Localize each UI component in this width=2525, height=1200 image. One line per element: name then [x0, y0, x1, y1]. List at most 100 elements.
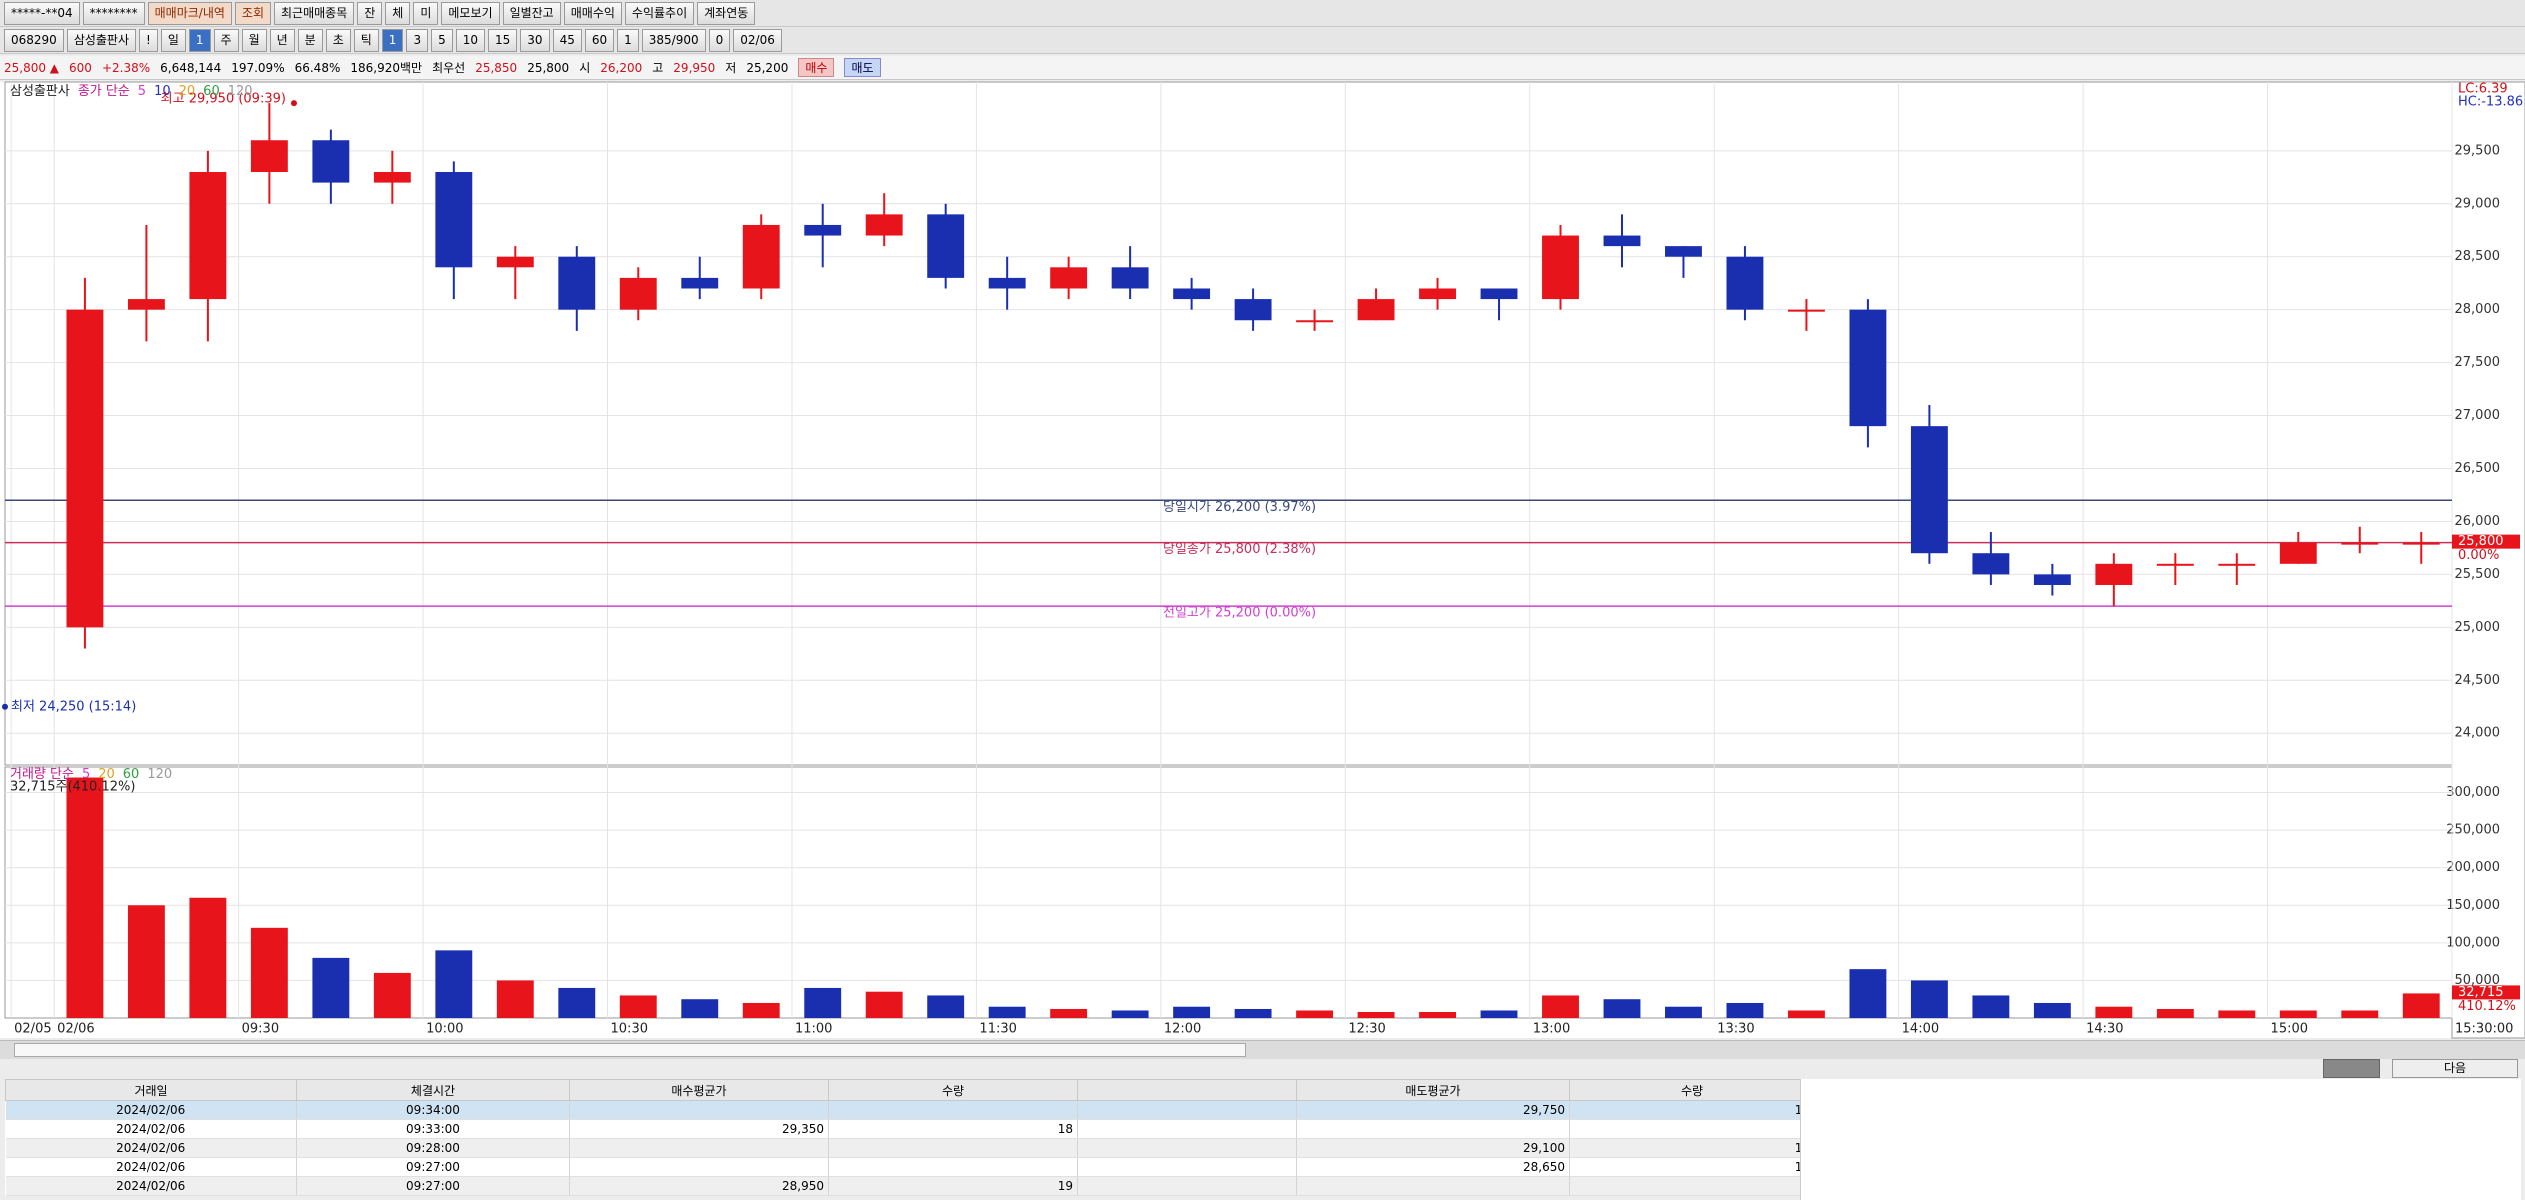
- volume-bar: [558, 987, 596, 1018]
- volume-bar: [496, 980, 534, 1018]
- swap-button[interactable]: [2323, 1059, 2380, 1078]
- toolbar-button[interactable]: 분: [297, 28, 323, 52]
- table-cell: [1296, 1119, 1570, 1139]
- toolbar-button[interactable]: 년: [269, 28, 295, 52]
- quote-field: 시: [579, 61, 591, 75]
- toolbar-button[interactable]: *****-**04: [4, 1, 80, 25]
- y-tick-label: 27,500: [2455, 355, 2501, 370]
- toolbar-button[interactable]: 잔: [357, 1, 383, 25]
- toolbar-button[interactable]: !: [139, 28, 158, 52]
- y-tick-label: 29,500: [2455, 143, 2501, 158]
- table-cell: 2024/02/06: [5, 1157, 297, 1177]
- volume-bar: [2402, 993, 2440, 1018]
- toolbar-button[interactable]: 1: [381, 28, 404, 52]
- table-header: 거래일 체결시간 매수평균가 수량 매도평균가 수량: [5, 1079, 1815, 1101]
- toolbar-button[interactable]: 틱: [353, 28, 379, 52]
- column-header: 수량: [828, 1079, 1078, 1101]
- toolbar-button[interactable]: 15: [488, 28, 518, 52]
- annotation-point: [2, 703, 8, 710]
- toolbar-button[interactable]: 주: [213, 28, 239, 52]
- toolbar-button[interactable]: 삼성출판사: [66, 28, 137, 52]
- x-tick-label: 10:30: [611, 1022, 648, 1037]
- candle-body: [619, 277, 657, 310]
- toolbar-button[interactable]: 3: [406, 28, 429, 52]
- toolbar-button[interactable]: 02/06: [733, 28, 782, 52]
- table-cell: 2024/02/06: [5, 1100, 297, 1120]
- toolbar: 068290 삼성출판사! 일 1 주 월 년 분 초 틱 1 3 5 10 15 30 45 60 1 385/90…: [0, 27, 2525, 54]
- column-header: 체결시간: [296, 1079, 570, 1101]
- toolbar-button[interactable]: 최근매매종목: [274, 1, 355, 25]
- chart: 24,000 24,500 25,000 25,500 26,000 26,500 27,0…: [0, 81, 2525, 1039]
- toolbar-button[interactable]: 385/900: [641, 28, 706, 52]
- toolbar-button[interactable]: 조회: [234, 1, 271, 25]
- toolbar-button[interactable]: 메모보기: [441, 1, 500, 25]
- quote-field: 고: [652, 61, 664, 75]
- y-tick-label: 28,500: [2455, 249, 2501, 264]
- toolbar-button[interactable]: 계좌연동: [697, 1, 756, 25]
- toolbar-button[interactable]: 일: [160, 28, 186, 52]
- volume-bar: [189, 897, 227, 1018]
- toolbar-button[interactable]: 0: [708, 28, 731, 52]
- toolbar-button[interactable]: 매매마크/내역: [147, 1, 232, 25]
- volume-bar: [1603, 999, 1641, 1018]
- toolbar-button[interactable]: 5: [431, 28, 453, 52]
- scroll-thumb[interactable]: [14, 1043, 1246, 1057]
- toolbar-button[interactable]: 월: [241, 28, 267, 52]
- scrollbar[interactable]: [0, 1040, 2525, 1059]
- toolbar-button[interactable]: 매매수익: [563, 1, 622, 25]
- quote-field: 66.48%: [294, 60, 341, 75]
- hc-label: HC:-13.86: [2458, 95, 2523, 110]
- x-tick-label: 13:30: [1717, 1022, 1754, 1037]
- candle-body: [189, 172, 227, 300]
- table-cell: [569, 1157, 829, 1177]
- volume-bar: [681, 999, 719, 1018]
- toolbar: *****-**04 ******** 매매마크/내역 조회 최근매매종목 잔 체 미 메모보기…: [0, 0, 2525, 27]
- candle-body: [1234, 299, 1272, 321]
- volume-bar: [1173, 1006, 1211, 1018]
- legend-entry: 5: [82, 767, 90, 782]
- candle-body: [927, 214, 965, 278]
- volume-bar: [373, 972, 411, 1018]
- volume-bar: [1357, 1011, 1395, 1018]
- column-header: 매수평균가: [569, 1079, 829, 1101]
- y-tick-label: 27,000: [2455, 408, 2501, 423]
- table-cell: 0: [1569, 1176, 1815, 1196]
- volume-tag-ratio: 410.12%: [2458, 999, 2516, 1014]
- toolbar-button[interactable]: 일별잔고: [502, 1, 561, 25]
- candle-body: [804, 224, 842, 236]
- volume-bar: [1972, 995, 2010, 1018]
- toolbar-button[interactable]: 1: [188, 28, 211, 52]
- toolbar-button[interactable]: 30: [520, 28, 550, 52]
- x-tick-label: 14:00: [1902, 1022, 1939, 1037]
- legend-entry: 60: [123, 767, 140, 782]
- toolbar-button[interactable]: ********: [82, 1, 145, 25]
- table-cell: [569, 1138, 829, 1158]
- next-button[interactable]: 다음: [2392, 1059, 2518, 1078]
- quote-field: 186,920백만: [350, 61, 423, 75]
- toolbar-button[interactable]: 미: [413, 1, 439, 25]
- toolbar-button[interactable]: 068290: [4, 28, 64, 52]
- toolbar-button[interactable]: 45: [552, 28, 582, 52]
- y-tick-label: 29,000: [2455, 196, 2501, 211]
- volume-bar: [804, 987, 842, 1018]
- candle-body: [1972, 553, 2010, 575]
- toolbar-button[interactable]: 체: [385, 1, 411, 25]
- toolbar-button[interactable]: 수익률추이: [624, 1, 695, 25]
- volume-tag-label: 32,715: [2458, 985, 2504, 1000]
- y-tick-label: 150,000: [2446, 898, 2500, 913]
- x-tick-label: 09:30: [242, 1022, 279, 1037]
- candle-body: [250, 140, 288, 173]
- toolbar-button[interactable]: 60: [584, 28, 615, 52]
- toolbar-button[interactable]: 초: [325, 28, 351, 52]
- toolbar-button[interactable]: 1: [617, 28, 639, 52]
- candle-body: [865, 214, 903, 236]
- legend-entry: 20: [98, 767, 115, 782]
- quote-field: 25,800 ▲: [4, 60, 60, 75]
- toolbar-button[interactable]: 10: [455, 28, 485, 52]
